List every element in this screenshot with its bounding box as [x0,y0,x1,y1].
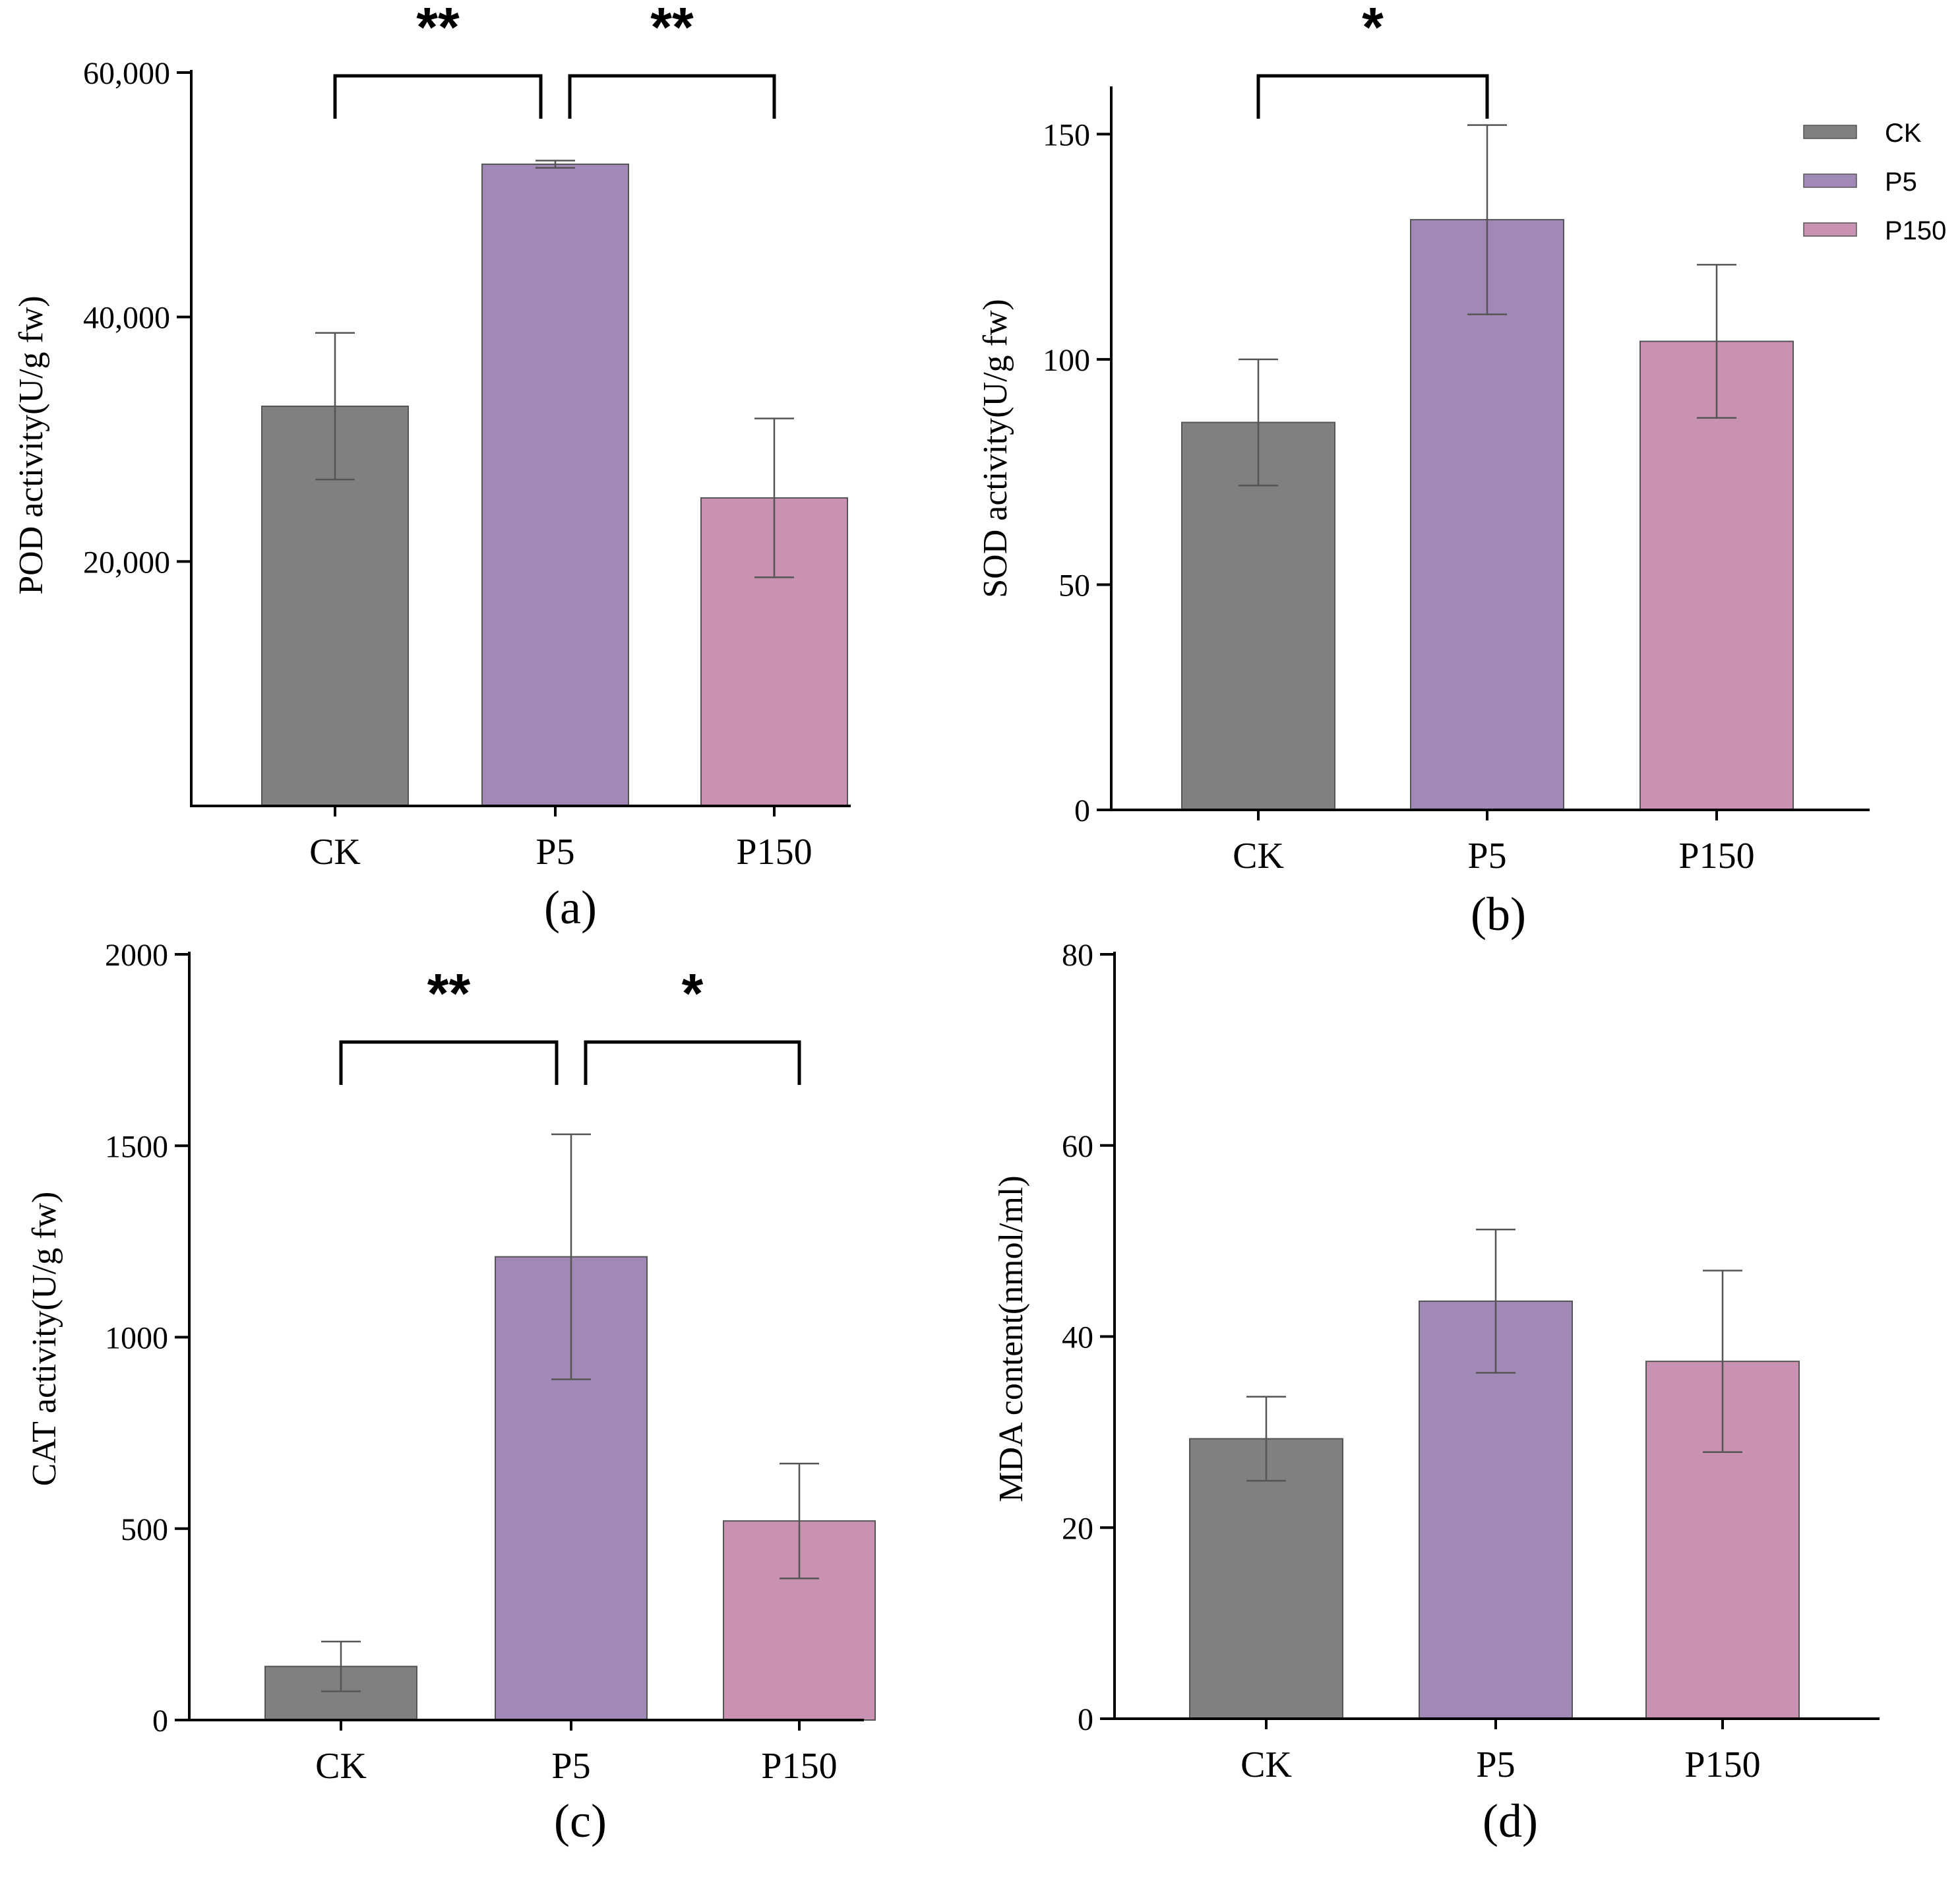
y-tick-label: 150 [1043,117,1090,152]
x-tick-label: P150 [1678,836,1754,877]
x-tick-label: P5 [1476,1744,1515,1785]
legend: CK P5 P150 [1803,119,1946,245]
chart-panel-0: CK P5 P150 20,000 40,000 60,000 POD activity(U… [13,0,851,934]
x-tick-label: CK [315,1746,367,1787]
x-tick-label: CK [309,832,361,873]
y-tick-label: 0 [1074,793,1090,828]
legend-swatch-p5 [1803,173,1857,188]
y-tick-label: 60 [1062,1129,1093,1164]
significance-label: * [1362,0,1384,58]
y-tick-label: 40 [1062,1320,1093,1355]
bar-ck [1181,421,1335,811]
significance-bracket [1256,74,1489,119]
significance-bracket [333,74,543,119]
bar-p150 [1639,340,1794,811]
chart-panel-3: CK P5 P150 0 20 40 60 80 MDA content(nmol/ml) (d) [993,938,1880,1847]
legend-label-p150: P150 [1885,216,1946,245]
bar-ck [1189,1438,1343,1720]
x-tick-label: P5 [551,1746,590,1787]
y-tick-label: 60,000 [83,56,170,91]
y-tick-label: 500 [121,1512,168,1547]
chart-panel-1: CK P5 P150 0 50 100 150 SOD activity(U/g fw) * (b… [977,0,1870,940]
panel-caption: (c) [554,1795,607,1847]
y-axis-label: CAT activity(U/g fw) [26,1192,63,1487]
legend-swatch-p150 [1803,222,1857,237]
bar-ck [264,1665,417,1721]
panel-caption: (d) [1483,1795,1538,1847]
bar-p5 [481,164,629,807]
significance-label: * [682,962,704,1024]
panel-caption: (b) [1471,888,1526,940]
y-axis-label: POD activity(U/g fw) [13,295,50,594]
y-tick-label: 80 [1062,938,1093,973]
x-tick-label: P5 [1467,836,1506,877]
y-tick-label: 100 [1043,343,1090,378]
significance-bracket [568,74,776,119]
legend-label-ck: CK [1885,119,1922,148]
y-tick-label: 20 [1062,1511,1093,1546]
significance-label: ** [416,0,460,58]
significance-bracket [584,1040,801,1085]
y-tick-label: 50 [1058,568,1090,603]
significance-label: ** [650,0,694,58]
chart-panel-2: CK P5 P150 0 500 1000 1500 2000 CAT activity(U/g… [26,938,876,1847]
significance-bracket [339,1040,559,1085]
y-tick-label: 0 [152,1704,168,1739]
y-tick-label: 1000 [105,1321,168,1356]
panel-caption: (a) [544,881,597,934]
legend-swatch-ck [1803,125,1857,139]
x-tick-label: P150 [1684,1744,1760,1785]
x-tick-label: P150 [761,1746,837,1787]
legend-label-p5: P5 [1885,168,1917,197]
x-tick-label: P150 [736,832,812,873]
x-tick-label: CK [1233,836,1284,877]
x-tick-label: CK [1240,1744,1292,1785]
significance-label: ** [427,962,471,1024]
y-tick-label: 1500 [105,1129,168,1164]
y-axis-label: SOD activity(U/g fw) [977,299,1014,598]
y-tick-label: 2000 [105,938,168,973]
y-axis-label: MDA content(nmol/ml) [993,1175,1030,1502]
y-tick-label: 20,000 [83,545,170,580]
x-tick-label: P5 [536,832,574,873]
y-tick-label: 0 [1078,1702,1093,1737]
y-tick-label: 40,000 [83,301,170,336]
